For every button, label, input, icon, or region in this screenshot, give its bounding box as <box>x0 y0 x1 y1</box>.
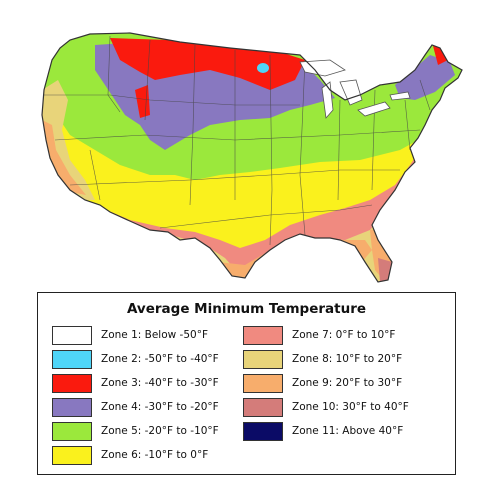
zone-10-label: Zone 10: 30°F to 40°F <box>292 401 409 413</box>
legend-item-zone-11: Zone 11: Above 40°F <box>243 421 403 441</box>
zone-9-region-west <box>42 120 86 195</box>
zone-4-swatch <box>52 397 92 417</box>
great-lakes <box>299 59 411 119</box>
legend-item-zone-6: Zone 6: -10°F to 0°F <box>52 445 208 465</box>
zone-8-label: Zone 8: 10°F to 20°F <box>292 353 403 365</box>
zone-4-region-northeast <box>395 55 455 100</box>
legend-item-zone-8: Zone 8: 10°F to 20°F <box>243 349 402 369</box>
legend-item-zone-2: Zone 2: -50°F to -40°F <box>52 349 219 369</box>
zone-6-label: Zone 6: -10°F to 0°F <box>101 449 209 461</box>
state-borders <box>44 35 431 246</box>
legend: Average Minimum Temperature Zone 1: Belo… <box>37 292 456 475</box>
zone-5-swatch <box>52 421 92 441</box>
zone-4-label: Zone 4: -30°F to -20°F <box>101 401 219 413</box>
zone-11-swatch <box>243 421 283 441</box>
legend-item-zone-4: Zone 4: -30°F to -20°F <box>52 397 219 417</box>
zone-regions <box>42 33 462 282</box>
legend-title: Average Minimum Temperature <box>126 301 367 317</box>
zone-7-label: Zone 7: 0°F to 10°F <box>292 329 396 341</box>
zone-11-label: Zone 11: Above 40°F <box>292 425 404 437</box>
zone-6-swatch <box>52 445 92 465</box>
legend-item-zone-3: Zone 3: -40°F to -30°F <box>52 373 219 393</box>
zone-2-region <box>257 63 269 73</box>
zone-9-swatch <box>243 373 283 393</box>
zone-1-label: Zone 1: Below -50°F <box>101 329 208 341</box>
zone-10-swatch <box>243 397 283 417</box>
hardiness-zone-map <box>41 32 463 283</box>
zone-7-swatch <box>243 325 283 345</box>
zone-3-swatch <box>52 373 92 393</box>
zone-2-swatch <box>52 349 92 369</box>
zone-5-label: Zone 5: -20°F to -10°F <box>101 425 219 437</box>
zone-3-region-rockies <box>135 85 150 118</box>
zone-9-label: Zone 9: 20°F to 30°F <box>292 377 403 389</box>
legend-item-zone-1: Zone 1: Below -50°F <box>52 325 208 345</box>
legend-item-zone-9: Zone 9: 20°F to 30°F <box>243 373 402 393</box>
zone-3-label: Zone 3: -40°F to -30°F <box>101 377 219 389</box>
legend-item-zone-10: Zone 10: 30°F to 40°F <box>243 397 409 417</box>
zone-8-swatch <box>243 349 283 369</box>
us-map <box>41 32 463 283</box>
legend-item-zone-7: Zone 7: 0°F to 10°F <box>243 325 395 345</box>
zone-8-region-west <box>42 80 95 200</box>
zone-1-swatch <box>52 325 92 345</box>
legend-item-zone-5: Zone 5: -20°F to -10°F <box>52 421 219 441</box>
zone-2-label: Zone 2: -50°F to -40°F <box>101 353 219 365</box>
